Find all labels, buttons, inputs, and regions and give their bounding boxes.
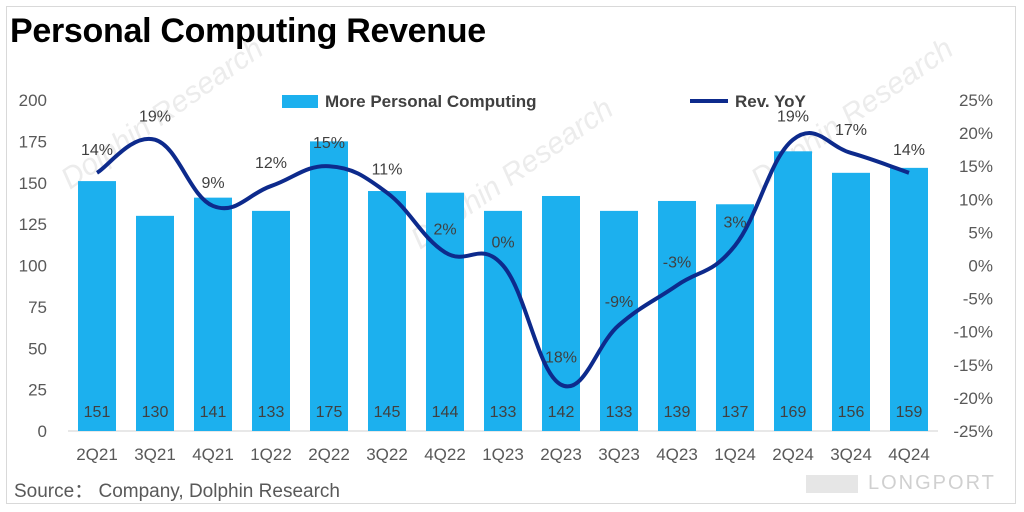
y-right-tick-label: -25% [953,422,993,441]
bar-more-personal-computing [368,191,406,431]
watermark-box [806,474,858,493]
bar-value-label: 151 [84,404,111,421]
y-right-tick-label: 10% [959,190,993,209]
x-tick-label: 4Q23 [656,445,698,464]
line-value-label: 14% [81,142,113,159]
y-left-tick-label: 75 [28,298,47,317]
x-tick-label: 1Q22 [250,445,292,464]
line-value-label: 0% [491,235,514,252]
bar-value-label: 133 [606,404,633,421]
x-tick-label: 3Q23 [598,445,640,464]
line-value-label: 17% [835,122,867,139]
y-right-tick-label: 15% [959,157,993,176]
chart-title: Personal Computing Revenue [10,12,486,50]
line-value-label: 19% [777,109,809,126]
bar-value-label: 142 [548,404,575,421]
x-tick-label: 2Q23 [540,445,582,464]
x-tick-label: 3Q22 [366,445,408,464]
watermark-text: LONGPORT [868,472,996,494]
y-left-tick-label: 25 [28,381,47,400]
y-right-tick-label: 20% [959,124,993,143]
source-note: Source： Company, Dolphin Research [14,481,340,502]
y-right-tick-label: 0% [968,257,993,276]
bar-value-label: 175 [316,404,343,421]
bar-more-personal-computing [832,172,870,431]
y-right-tick-label: 5% [968,223,993,242]
x-tick-label: 4Q24 [888,445,930,464]
x-tick-label: 2Q24 [772,445,814,464]
bar-more-personal-computing [716,204,754,431]
line-rev-yoy [95,131,910,389]
bar-more-personal-computing [426,192,464,431]
bar-value-label: 144 [432,404,459,421]
y-left-tick-label: 125 [19,215,47,234]
x-tick-label: 1Q24 [714,445,756,464]
bar-value-label: 159 [896,404,923,421]
y-right-tick-label: -20% [953,389,993,408]
legend-label-line: Rev. YoY [735,92,807,111]
bar-value-label: 133 [258,404,285,421]
y-left-tick-label: 50 [28,339,47,358]
bar-value-label: 169 [780,404,807,421]
line-value-label: 19% [139,109,171,126]
y-left-tick-label: 175 [19,132,47,151]
y-left-tick-label: 0 [38,422,47,441]
line-value-label: 3% [723,215,746,232]
x-tick-label: 4Q22 [424,445,466,464]
bar-more-personal-computing [890,167,928,432]
x-tick-label: 2Q21 [76,445,118,464]
bar-value-label: 130 [142,404,169,421]
line-value-label: 14% [893,142,925,159]
line-value-label: 11% [372,162,403,179]
line-value-label: 18% [545,350,577,367]
x-tick-label: 4Q21 [192,445,234,464]
bar-more-personal-computing [78,181,116,431]
bar-value-label: 133 [490,404,517,421]
line-value-label: -3% [663,254,691,271]
bar-more-personal-computing [310,141,348,431]
y-right-tick-label: -15% [953,356,993,375]
legend-label-bar: More Personal Computing [325,92,537,111]
x-tick-label: 1Q23 [482,445,524,464]
line-value-label: 12% [255,155,287,172]
y-left-tick-label: 200 [19,91,47,110]
line-value-label: 2% [433,221,456,238]
bar-more-personal-computing [774,151,812,431]
x-tick-label: 2Q22 [308,445,350,464]
chart-frame [6,6,1016,504]
line-value-label: -9% [605,294,633,311]
bar-value-label: 139 [664,404,691,421]
bar-more-personal-computing [136,215,174,431]
bar-value-label: 141 [200,404,227,421]
bar-more-personal-computing [484,210,522,431]
bar-value-label: 156 [838,404,865,421]
x-tick-label: 3Q24 [830,445,872,464]
watermark-logo: LONGPORT [806,472,996,495]
y-right-tick-label: -5% [963,290,993,309]
bar-more-personal-computing [194,197,232,431]
y-left-tick-label: 150 [19,174,47,193]
bar-more-personal-computing [658,200,696,431]
y-right-tick-label: -10% [953,323,993,342]
bar-value-label: 137 [722,404,749,421]
bar-more-personal-computing [542,195,580,431]
x-tick-label: 3Q21 [134,445,176,464]
bar-value-label: 145 [374,404,401,421]
bar-more-personal-computing [600,210,638,431]
legend-swatch-bar [282,95,318,108]
y-left-tick-label: 100 [19,257,47,276]
bar-more-personal-computing [252,210,290,431]
line-value-label: 9% [201,175,224,192]
line-value-label: 15% [313,135,345,152]
y-right-tick-label: 25% [959,91,993,110]
